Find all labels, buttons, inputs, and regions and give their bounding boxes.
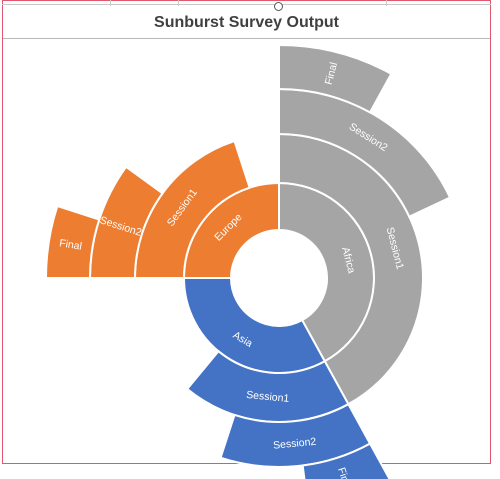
selection-tick [178, 0, 179, 6]
chart-title: Sunburst Survey Output [154, 14, 339, 31]
segment-africa-session1-session2-final[interactable] [278, 43, 393, 114]
segment-europe-session1-session2-final-label: Final [58, 237, 82, 252]
title-bar: Sunburst Survey Output [3, 11, 490, 39]
selection-border-top [2, 4, 491, 5]
selection-tick [386, 0, 387, 6]
segment-africa-session1-session2-final-label: Final [323, 61, 340, 86]
segment-asia[interactable] [182, 277, 327, 374]
segment-europe-session1-session2-final[interactable] [44, 204, 101, 279]
segment-asia-session1-label: Session1 [246, 389, 290, 405]
selection-tick [110, 0, 111, 6]
segment-asia-session1-session2-final[interactable] [301, 442, 392, 479]
rotate-handle-icon[interactable] [274, 2, 283, 11]
segment-asia-session1-session2-label: Session2 [273, 436, 317, 452]
